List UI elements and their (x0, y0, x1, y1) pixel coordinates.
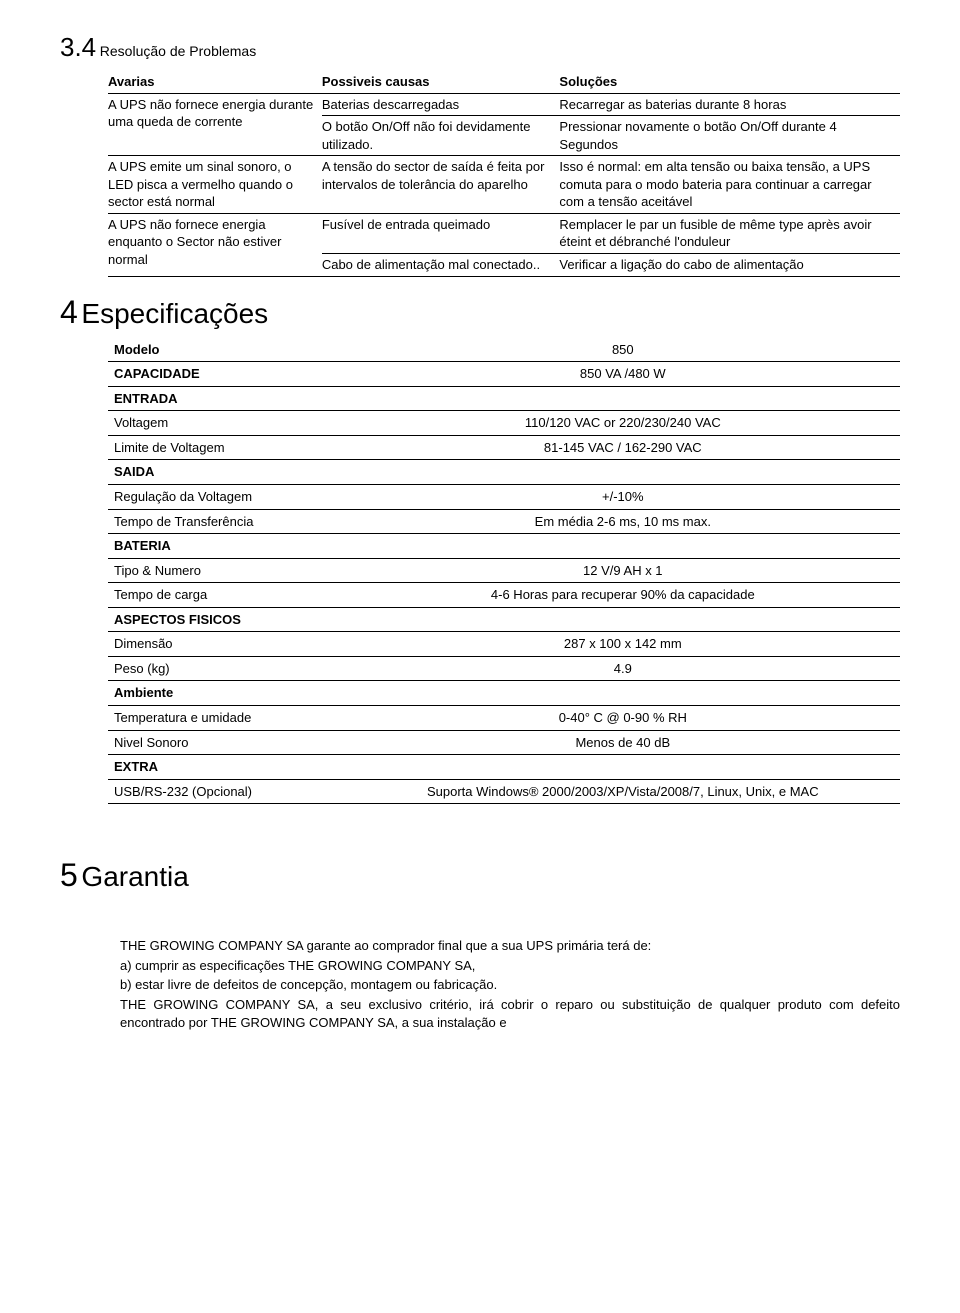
spec-value: Suporta Windows® 2000/2003/XP/Vista/2008… (346, 779, 900, 804)
spec-label: Ambiente (108, 681, 346, 706)
spec-label: Tempo de carga (108, 583, 346, 608)
spec-label: ASPECTOS FISICOS (108, 607, 346, 632)
section-num-3-4: 3.4 (60, 30, 96, 65)
spec-label: Modelo (108, 338, 346, 362)
table-row: Regulação da Voltagem+/-10% (108, 485, 900, 510)
body-paragraph: THE GROWING COMPANY SA, a seu exclusivo … (120, 996, 900, 1031)
cell-causa: A tensão do sector de saída é feita por … (322, 156, 560, 214)
spec-label: SAIDA (108, 460, 346, 485)
spec-value: 287 x 100 x 142 mm (346, 632, 900, 657)
table-row: Ambiente (108, 681, 900, 706)
spec-value: 4-6 Horas para recuperar 90% da capacida… (346, 583, 900, 608)
table-row: ENTRADA (108, 386, 900, 411)
spec-value (346, 534, 900, 559)
spec-value: 81-145 VAC / 162-290 VAC (346, 435, 900, 460)
cell-causa: O botão On/Off não foi devidamente utili… (322, 116, 560, 156)
section-num-4: 4 (60, 291, 78, 334)
spec-value: Em média 2-6 ms, 10 ms max. (346, 509, 900, 534)
spec-label: Temperatura e umidade (108, 705, 346, 730)
table-row: Limite de Voltagem81-145 VAC / 162-290 V… (108, 435, 900, 460)
table-row: SAIDA (108, 460, 900, 485)
cell-solucao: Verificar a ligação do cabo de alimentaç… (559, 254, 900, 277)
cell-avaria: A UPS não fornece energia durante uma qu… (108, 93, 322, 156)
table-row: A UPS não fornece energia durante uma qu… (108, 93, 900, 116)
cell-avaria: A UPS emite um sinal sonoro, o LED pisca… (108, 156, 322, 214)
spec-value: 4.9 (346, 656, 900, 681)
cell-avaria: A UPS não fornece energia enquanto o Sec… (108, 213, 322, 276)
spec-value: 110/120 VAC or 220/230/240 VAC (346, 411, 900, 436)
table-row: Temperatura e umidade0-40° C @ 0-90 % RH (108, 705, 900, 730)
spec-label: Tipo & Numero (108, 558, 346, 583)
spec-label: Voltagem (108, 411, 346, 436)
spec-label: Nivel Sonoro (108, 730, 346, 755)
table-row: Peso (kg)4.9 (108, 656, 900, 681)
table-row: ASPECTOS FISICOS (108, 607, 900, 632)
spec-table: Modelo850CAPACIDADE850 VA /480 WENTRADAV… (108, 338, 900, 804)
section-title-3-4: Resolução de Problemas (100, 43, 256, 59)
table-row: CAPACIDADE850 VA /480 W (108, 362, 900, 387)
spec-label: CAPACIDADE (108, 362, 346, 387)
spec-value (346, 755, 900, 780)
spec-value: 850 VA /480 W (346, 362, 900, 387)
table-row: BATERIA (108, 534, 900, 559)
spec-value: 850 (346, 338, 900, 362)
section-4: 4 Especificações Modelo850CAPACIDADE850 … (60, 291, 900, 805)
cell-causa: Baterias descarregadas (322, 93, 560, 116)
section-title-5: Garantia (81, 861, 188, 892)
section-5-heading: 5 Garantia (60, 854, 900, 897)
th-causas: Possiveis causas (322, 71, 560, 93)
spec-label: EXTRA (108, 755, 346, 780)
body-paragraph: THE GROWING COMPANY SA garante ao compra… (120, 937, 900, 955)
body-paragraph: a) cumprir as especificações THE GROWING… (120, 957, 900, 975)
spec-value (346, 386, 900, 411)
table-row: A UPS não fornece energia enquanto o Sec… (108, 213, 900, 253)
section-3-4-heading: 3.4 Resolução de Problemas (60, 30, 900, 65)
th-solucoes: Soluções (559, 71, 900, 93)
spec-label: ENTRADA (108, 386, 346, 411)
garantia-body: THE GROWING COMPANY SA garante ao compra… (60, 937, 900, 1031)
table-row: Dimensão287 x 100 x 142 mm (108, 632, 900, 657)
table-row: Nivel SonoroMenos de 40 dB (108, 730, 900, 755)
table-row: A UPS emite um sinal sonoro, o LED pisca… (108, 156, 900, 214)
section-title-4: Especificações (81, 298, 268, 329)
spec-label: USB/RS-232 (Opcional) (108, 779, 346, 804)
spec-value: Menos de 40 dB (346, 730, 900, 755)
section-4-heading: 4 Especificações (60, 291, 900, 334)
cell-solucao: Isso é normal: em alta tensão ou baixa t… (559, 156, 900, 214)
spec-value: +/-10% (346, 485, 900, 510)
cell-solucao: Recarregar as baterias durante 8 horas (559, 93, 900, 116)
spec-value (346, 460, 900, 485)
troubleshoot-table: Avarias Possiveis causas Soluções A UPS … (108, 71, 900, 276)
spec-label: Dimensão (108, 632, 346, 657)
table-row: Modelo850 (108, 338, 900, 362)
cell-causa: Cabo de alimentação mal conectado.. (322, 254, 560, 277)
troubleshoot-wrap: Avarias Possiveis causas Soluções A UPS … (60, 71, 900, 276)
spec-value: 12 V/9 AH x 1 (346, 558, 900, 583)
spec-value (346, 607, 900, 632)
cell-solucao: Remplacer le par un fusible de même type… (559, 213, 900, 253)
table-row: EXTRA (108, 755, 900, 780)
spec-label: Regulação da Voltagem (108, 485, 346, 510)
table-header-row: Avarias Possiveis causas Soluções (108, 71, 900, 93)
th-avarias: Avarias (108, 71, 322, 93)
spec-value: 0-40° C @ 0-90 % RH (346, 705, 900, 730)
cell-solucao: Pressionar novamente o botão On/Off dura… (559, 116, 900, 156)
table-row: Tempo de carga4-6 Horas para recuperar 9… (108, 583, 900, 608)
table-row: Voltagem110/120 VAC or 220/230/240 VAC (108, 411, 900, 436)
spec-label: BATERIA (108, 534, 346, 559)
section-num-5: 5 (60, 854, 78, 897)
spec-label: Tempo de Transferência (108, 509, 346, 534)
spec-label: Limite de Voltagem (108, 435, 346, 460)
table-row: USB/RS-232 (Opcional)Suporta Windows® 20… (108, 779, 900, 804)
table-row: Tempo de TransferênciaEm média 2-6 ms, 1… (108, 509, 900, 534)
cell-causa: Fusível de entrada queimado (322, 213, 560, 253)
spec-table-wrap: Modelo850CAPACIDADE850 VA /480 WENTRADAV… (60, 338, 900, 804)
body-paragraph: b) estar livre de defeitos de concepção,… (120, 976, 900, 994)
table-row: Tipo & Numero12 V/9 AH x 1 (108, 558, 900, 583)
spec-value (346, 681, 900, 706)
spec-label: Peso (kg) (108, 656, 346, 681)
